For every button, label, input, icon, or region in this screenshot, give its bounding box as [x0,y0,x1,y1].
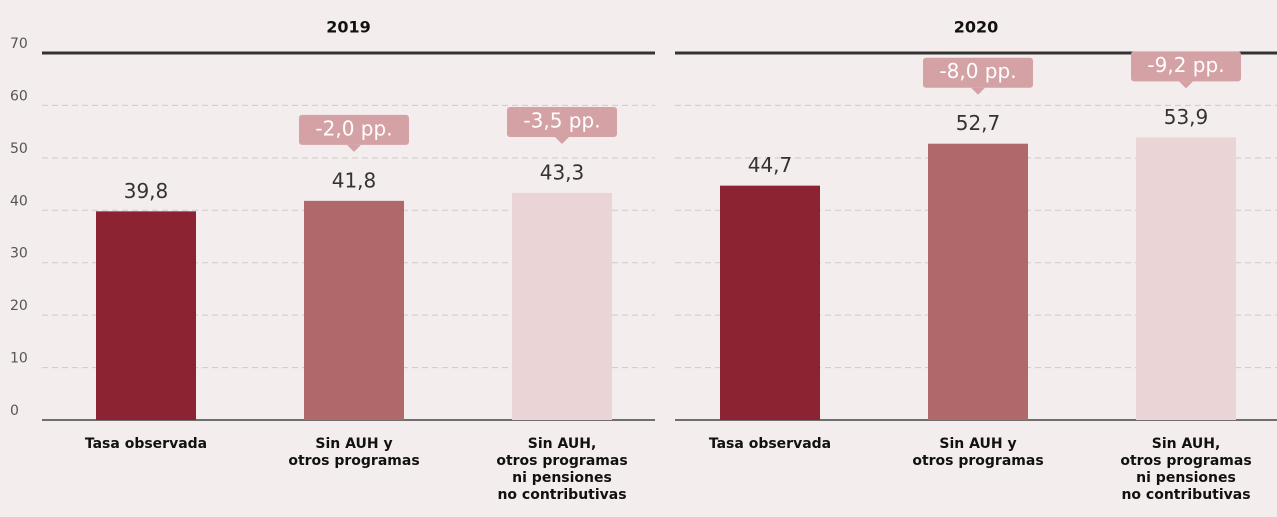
annotation-box [923,57,1033,88]
bar [720,185,820,420]
y-tick-label: 60 [10,88,28,104]
value-label: 41,8 [332,168,377,192]
bar [96,211,196,420]
value-label: 44,7 [748,153,793,177]
annotation-box [299,114,409,145]
bar [304,200,404,420]
value-label: 43,3 [540,160,585,184]
panel-title: 2020 [954,18,999,37]
annotation-pointer [1179,81,1193,89]
x-tick-label: Sin AUH y otros programas [288,436,420,469]
bar [512,192,612,420]
annotation-pointer [971,87,985,95]
panel-title: 2019 [326,18,371,37]
x-tick-label: Tasa observada [84,436,208,452]
annotation-box [507,106,617,137]
y-tick-label: 70 [10,36,28,52]
y-tick-label: 40 [10,193,28,209]
x-tick-label: Sin AUH, otros programas ni pensiones no… [496,436,628,503]
bar [928,143,1028,421]
annotation: -9,2 pp. [1147,53,1224,77]
annotation-pointer [347,144,361,152]
value-label: 52,7 [956,111,1001,135]
x-tick-label: Tasa observada [708,436,832,452]
annotation: -3,5 pp. [523,108,600,132]
annotation-box [1131,51,1241,82]
annotation: -8,0 pp. [939,59,1016,83]
y-tick-label: 20 [10,298,28,314]
y-tick-label: 0 [10,403,19,419]
value-label: 39,8 [124,179,169,203]
y-tick-label: 10 [10,351,28,367]
y-tick-label: 50 [10,141,28,157]
y-tick-label: 30 [10,246,28,262]
x-tick-label: Sin AUH, otros programas ni pensiones no… [1120,436,1252,503]
annotation-pointer [555,136,569,144]
annotation: -2,0 pp. [315,116,392,140]
value-label: 53,9 [1164,105,1209,129]
bar [1136,137,1236,420]
x-tick-label: Sin AUH y otros programas [912,436,1044,469]
